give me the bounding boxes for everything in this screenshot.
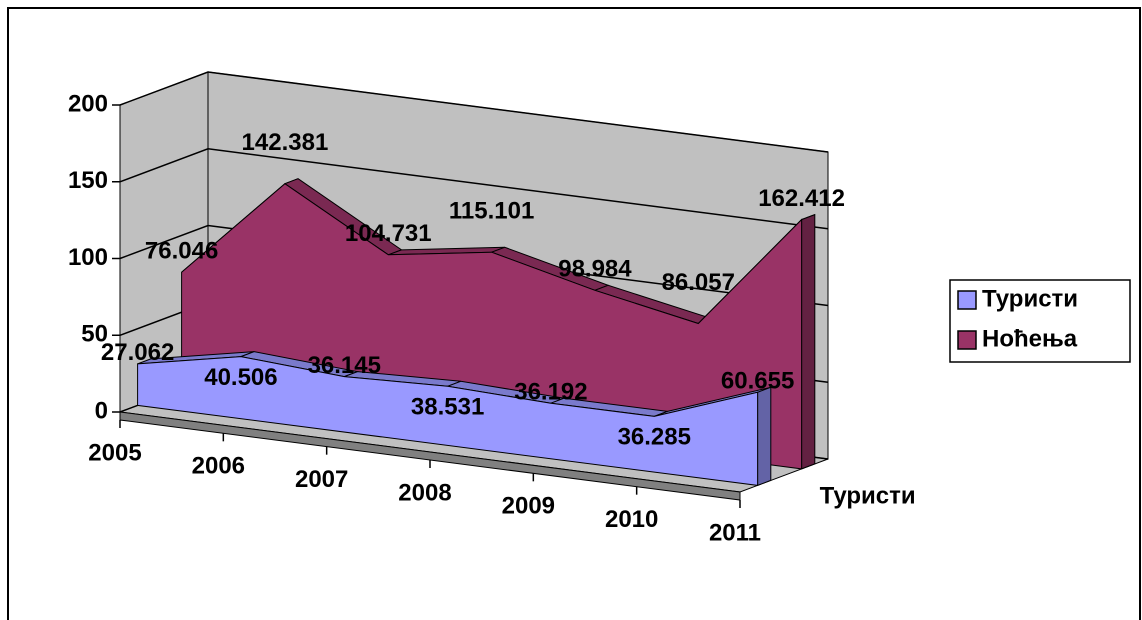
- value-label: 38.531: [411, 394, 484, 421]
- area-side: [801, 213, 816, 470]
- legend-box: [949, 279, 1131, 363]
- value-label: 36.192: [514, 379, 587, 406]
- grid-line: [119, 148, 829, 230]
- value-label: 98.984: [558, 256, 632, 283]
- value-label: 60.655: [721, 368, 794, 395]
- x-tick-label: 2011: [709, 519, 761, 546]
- legend-swatch: [957, 290, 977, 310]
- value-label: 36.145: [308, 352, 381, 379]
- legend-label: Туристи: [982, 285, 1078, 312]
- depth-axis-label: Туристи: [820, 482, 916, 509]
- legend-label: Ноћења: [982, 325, 1078, 352]
- value-label: 104.731: [345, 220, 432, 247]
- x-tick-label: 2006: [192, 453, 245, 480]
- legend-swatch: [957, 330, 977, 350]
- x-tick-label: 2009: [502, 493, 555, 520]
- value-label: 142.381: [242, 129, 329, 156]
- x-tick-label: 2005: [88, 439, 141, 466]
- x-tick-label: 2010: [605, 506, 658, 533]
- y-tick-label: 200: [68, 90, 108, 117]
- x-tick-label: 2008: [398, 479, 451, 506]
- y-tick-label: 100: [68, 244, 108, 271]
- value-label: 40.506: [204, 364, 277, 391]
- value-label: 162.412: [758, 185, 845, 212]
- y-tick-label: 150: [68, 167, 108, 194]
- grid-line: [119, 224, 829, 307]
- area: [137, 356, 759, 486]
- y-tick-label: 0: [95, 397, 108, 424]
- value-label: 36.285: [618, 424, 691, 451]
- x-tick-label: 2007: [295, 466, 348, 493]
- grid-line: [119, 71, 829, 153]
- value-label: 27.062: [101, 339, 174, 366]
- area-side: [757, 386, 772, 487]
- value-label: 115.101: [449, 198, 534, 225]
- y-tick-label: 50: [81, 321, 108, 348]
- value-label: 76.046: [145, 238, 218, 265]
- value-label: 86.057: [662, 269, 735, 296]
